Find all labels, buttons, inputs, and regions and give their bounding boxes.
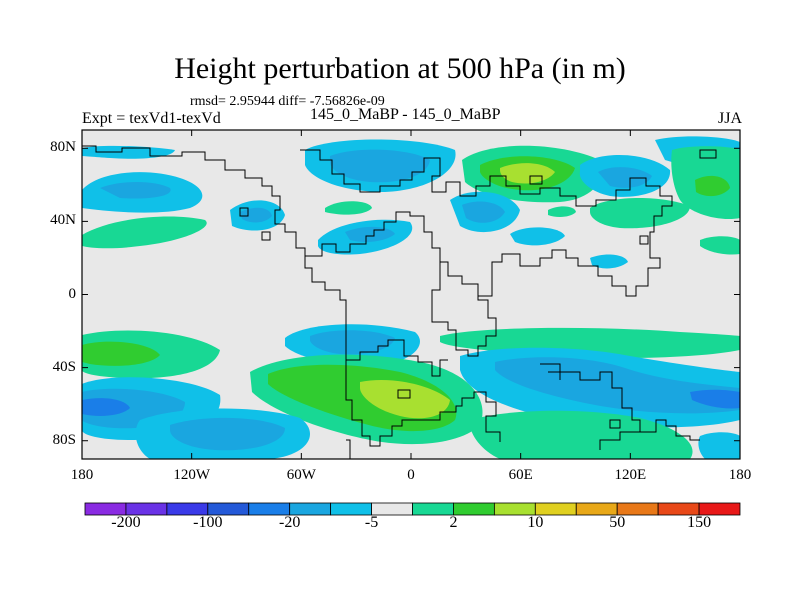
coastline	[82, 145, 501, 447]
contour-region	[510, 227, 565, 246]
lon-tick-label: 120E	[614, 467, 647, 483]
coastline	[239, 207, 249, 217]
contour-region	[462, 201, 505, 223]
season-label: JJA	[717, 110, 742, 127]
lon-tick-label: 120W	[173, 467, 210, 483]
coastline	[699, 149, 717, 159]
contour-region	[690, 389, 740, 409]
lat-tick-label: 0	[68, 285, 77, 302]
colorbar	[84, 502, 741, 516]
contour-region	[700, 236, 740, 255]
contour-region	[82, 398, 130, 416]
contour-region	[500, 163, 555, 184]
colorbar-label: -200	[111, 514, 141, 531]
lon-tick-label: 0	[407, 467, 415, 483]
colorbar-label: -100	[193, 514, 223, 531]
case-label: 145_0_MaBP - 145_0_MaBP	[310, 106, 501, 123]
colorbar-swatch	[698, 502, 741, 516]
colorbar-label: 150	[687, 514, 712, 531]
plot-title: Height perturbation at 500 hPa (in m)	[174, 52, 626, 85]
coastline	[529, 175, 543, 185]
contour-region	[698, 432, 740, 459]
colorbar-label: -5	[364, 514, 379, 531]
lat-tick-label: 40S	[52, 358, 76, 375]
coastline	[609, 419, 621, 429]
contour-region	[82, 341, 160, 366]
continent-outlines	[82, 145, 717, 459]
contour-region	[345, 226, 395, 242]
contour-region	[548, 206, 576, 217]
rmsd-subtitle: rmsd= 2.95944 diff= -7.56826e-09	[190, 94, 385, 109]
contour-region	[590, 254, 628, 269]
contour-region	[325, 201, 372, 215]
colorbar-label: 10	[527, 514, 544, 531]
contour-region	[82, 145, 175, 159]
coastline	[639, 235, 649, 245]
coastline	[548, 371, 561, 380]
contour-region	[100, 182, 171, 199]
lon-tick-marks	[81, 130, 741, 459]
coastline	[431, 262, 497, 357]
coastline	[300, 149, 673, 297]
contour-region	[469, 410, 693, 459]
coastline	[397, 389, 411, 399]
coastline	[346, 439, 351, 459]
colorbar-label: 50	[609, 514, 626, 531]
coastline	[261, 231, 271, 241]
map-plot-area	[82, 130, 740, 459]
lat-tick-label: 80N	[50, 139, 76, 156]
contour-region	[598, 167, 652, 188]
lon-tick-label: 180	[728, 467, 752, 483]
contour-region	[82, 216, 207, 249]
contour-region	[330, 149, 430, 183]
contour-region	[310, 330, 395, 355]
coastline	[540, 363, 641, 450]
colorbar-label: 2	[449, 514, 458, 531]
lon-tick-label: 180	[70, 467, 94, 483]
contour-region	[495, 357, 740, 414]
coastline	[304, 255, 312, 268]
contour-region	[360, 380, 450, 419]
contour-region	[170, 417, 285, 451]
lat-tick-label: 80S	[52, 431, 76, 448]
lat-tick-marks	[82, 147, 740, 442]
colorbar-label: -20	[279, 514, 301, 531]
lat-tick-label: 40N	[50, 212, 76, 229]
coastline	[640, 419, 700, 441]
experiment-label: Expt = texVd1-texVd	[82, 110, 221, 127]
lon-tick-label: 60E	[508, 467, 533, 483]
height-contours	[82, 136, 740, 459]
lon-tick-label: 60W	[286, 467, 316, 483]
coastline	[346, 339, 448, 377]
contour-region	[695, 175, 730, 197]
